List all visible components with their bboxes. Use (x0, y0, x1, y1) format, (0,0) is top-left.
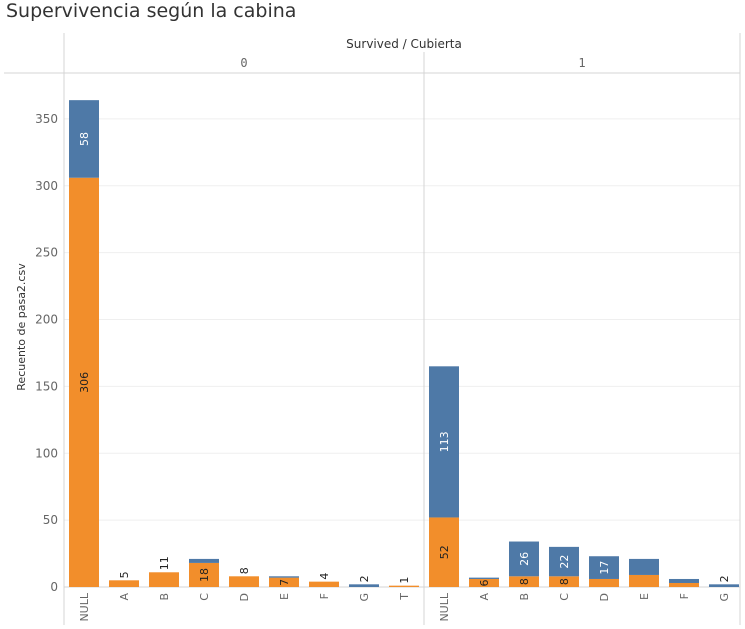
category-label: NULL (78, 592, 91, 621)
category-labels: NULL A B C D E F G T NULL A B C D E F G (78, 592, 731, 621)
y-tick-label: 150 (35, 379, 58, 393)
category-label: B (518, 593, 531, 601)
bar-segment-blue[interactable] (429, 366, 459, 518)
bars (69, 100, 739, 587)
y-tick-label: 100 (35, 446, 58, 460)
bar-value-label: 8 (558, 578, 571, 585)
bar-value-label: 52 (438, 545, 451, 559)
category-label: D (238, 593, 251, 601)
category-label: E (638, 593, 651, 600)
y-tick-label: 250 (35, 246, 58, 260)
bar-segment-orange[interactable] (669, 582, 699, 587)
bar-segment-blue[interactable] (469, 577, 499, 579)
bar-value-label: 11 (158, 556, 171, 570)
bar-value-label: 2 (718, 575, 731, 582)
bar-segment-orange[interactable] (509, 576, 539, 587)
category-label: T (398, 593, 411, 601)
bar-value-label: 58 (78, 132, 91, 146)
category-label: B (158, 593, 171, 601)
bar-segment-orange[interactable] (469, 578, 499, 587)
bar-segment-blue[interactable] (509, 541, 539, 577)
bar-value-label: 306 (78, 372, 91, 393)
bar-segment-orange[interactable] (269, 577, 299, 587)
panel-label: 0 (240, 56, 247, 70)
category-label: F (678, 593, 691, 599)
bar-value-label: 2 (358, 575, 371, 582)
y-tick-label: 200 (35, 313, 58, 327)
bar-value-label: 8 (238, 567, 251, 574)
category-label: G (718, 593, 731, 602)
bar-value-label: 4 (318, 573, 331, 580)
bar-value-label: 5 (118, 571, 131, 578)
bar-value-label: 26 (518, 552, 531, 566)
bar-segment-blue[interactable] (589, 556, 619, 579)
category-label: G (358, 593, 371, 602)
category-label: NULL (438, 592, 451, 621)
category-label: C (198, 593, 211, 601)
gridlines (64, 118, 740, 521)
bar-segment-blue[interactable] (349, 584, 379, 587)
bar-segment-orange[interactable] (229, 576, 259, 587)
bar-segment-blue[interactable] (669, 578, 699, 583)
bar-segment-orange[interactable] (629, 574, 659, 587)
bar-value-label: 22 (558, 555, 571, 569)
category-label: A (478, 593, 491, 601)
bar-segment-blue[interactable] (709, 584, 739, 587)
bar-value-label: 113 (438, 431, 451, 452)
bar-segment-orange[interactable] (189, 562, 219, 587)
y-axis: 0 50 100 150 200 250 300 350 (35, 112, 58, 594)
chart-frame (4, 33, 741, 625)
bar-segment-orange[interactable] (149, 572, 179, 587)
category-label: E (278, 593, 291, 600)
y-tick-label: 0 (50, 580, 58, 594)
bar-value-label: 18 (198, 568, 211, 582)
panel-label: 1 (578, 56, 585, 70)
column-header: Survived / Cubierta (346, 37, 462, 51)
bar-segment-orange[interactable] (589, 578, 619, 587)
y-tick-label: 50 (43, 513, 58, 527)
bar-segment-blue[interactable] (189, 558, 219, 563)
bar-segment-blue[interactable] (629, 558, 659, 575)
category-label: A (118, 593, 131, 601)
bar-value-label: 1 (398, 577, 411, 584)
bar-segment-orange[interactable] (309, 581, 339, 587)
bar-segment-blue[interactable] (549, 546, 579, 577)
bar-segment-orange[interactable] (549, 576, 579, 587)
y-axis-title: Recuento de pasa2.csv (15, 263, 28, 391)
category-label: C (558, 593, 571, 601)
bar-segment-orange[interactable] (109, 580, 139, 587)
y-tick-label: 350 (35, 112, 58, 126)
bar-labels: 58 306 5 11 18 8 7 4 2 1 113 52 6 26 8 22 8 17 2 (78, 132, 731, 587)
bar-segment-orange[interactable] (389, 585, 419, 587)
bar-segment-orange[interactable] (429, 517, 459, 587)
bar-segment-orange[interactable] (69, 177, 99, 587)
bar-value-label: 6 (478, 579, 491, 586)
bar-value-label: 17 (598, 561, 611, 575)
bar-value-label: 7 (278, 579, 291, 586)
chart-title: Supervivencia según la cabina (6, 0, 297, 22)
bar-segment-blue[interactable] (269, 576, 299, 578)
category-label: D (598, 593, 611, 601)
bar-segment-blue[interactable] (69, 100, 99, 178)
y-tick-label: 300 (35, 179, 58, 193)
category-label: F (318, 593, 331, 599)
bar-value-label: 8 (518, 578, 531, 585)
